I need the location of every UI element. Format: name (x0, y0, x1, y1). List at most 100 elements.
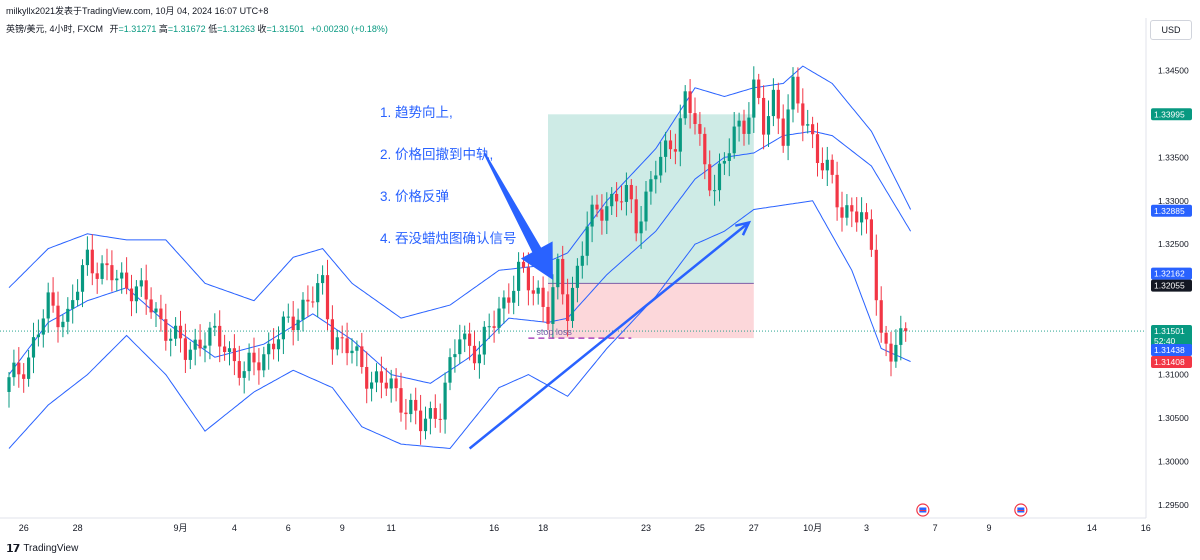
candle-body (860, 212, 864, 223)
candle-body (879, 300, 883, 333)
candle-body (570, 287, 575, 321)
candle-body (546, 306, 550, 324)
candle-body (41, 318, 45, 335)
candle-body (374, 371, 379, 383)
candle-body (575, 265, 579, 288)
candle-body (639, 221, 643, 234)
candle-body (717, 163, 722, 191)
candle-body (178, 325, 183, 339)
price-badge-label: 1.31501 (1154, 326, 1185, 336)
annotation-line-1: 1. 趋势向上, (380, 105, 453, 120)
change-value: +0.00230 (+0.18%) (310, 24, 388, 34)
candle-body (786, 109, 790, 146)
x-tick-label: 4 (232, 523, 237, 533)
candle-body (296, 319, 300, 331)
candle-body (61, 321, 65, 328)
candle-body (120, 272, 124, 279)
y-tick-label: 1.33500 (1158, 152, 1189, 162)
strategy-annotation: 1. 趋势向上, 2. 价格回撤到中轨, 3. 价格反弹 4. 吞没蜡烛图确认信… (380, 78, 517, 260)
pointer-arrow-icon (483, 152, 553, 280)
tradingview-logo-icon: 𝟭𝟳 (6, 543, 20, 555)
candle-body (840, 207, 844, 218)
candle-body (507, 297, 511, 303)
bollinger-lower-band (8, 200, 911, 450)
y-tick-label: 1.34500 (1158, 65, 1189, 75)
candle-body (276, 339, 281, 350)
candle-body (291, 316, 295, 331)
candle-body (311, 301, 315, 303)
candle-body (218, 325, 222, 347)
candle-body (864, 212, 869, 220)
candle-body (443, 382, 447, 420)
candle-body (708, 164, 712, 191)
candle-body (325, 275, 330, 320)
candle-body (521, 261, 526, 268)
price-badge (1151, 267, 1192, 280)
candle-body (673, 149, 677, 152)
symbol-name[interactable]: 英镑/美元, 4小时, FXCM (6, 24, 104, 34)
candle-body (806, 124, 810, 126)
candle-body (835, 174, 839, 208)
candle-body (766, 116, 771, 135)
brand-name: TradingView (23, 543, 79, 554)
candle-body (727, 153, 731, 161)
x-tick-label: 3 (864, 523, 869, 533)
tradingview-brand[interactable]: 𝟭𝟳 TradingView (6, 542, 78, 555)
candle-body (27, 357, 31, 379)
candle-body (659, 156, 663, 176)
candle-body (752, 79, 756, 118)
candle-body (453, 354, 457, 358)
price-badge (1151, 356, 1192, 369)
candle-body (703, 133, 707, 165)
candle-body (644, 191, 648, 222)
annotation-line-2: 2. 价格回撤到中轨, (380, 147, 494, 162)
candle-body (169, 338, 173, 341)
publish-line: milkyllx2021发表于TradingView.com, 10月 04, … (6, 6, 269, 16)
candle-body (610, 193, 614, 207)
candle-body (46, 292, 50, 319)
candle-body (330, 319, 334, 350)
y-tick-label: 1.31000 (1158, 370, 1189, 380)
candle-body (345, 338, 349, 354)
candle-body (159, 308, 163, 320)
candle-body (379, 371, 383, 383)
currency-button[interactable]: USD (1150, 20, 1192, 40)
candle-body (139, 280, 143, 287)
x-tick-label: 28 (73, 523, 83, 533)
candle-body (355, 346, 359, 351)
price-badge-label: 1.32885 (1154, 206, 1185, 216)
candle-body (629, 184, 633, 200)
price-badge-label: 1.31408 (1154, 357, 1185, 367)
candle-body (208, 327, 212, 346)
symbol-ohlc-line: 英镑/美元, 4小时, FXCM 开=1.31271 高=1.31672 低=1… (6, 22, 388, 35)
candle-body (713, 190, 717, 192)
candle-body (227, 348, 232, 353)
y-tick-label: 1.30000 (1158, 457, 1189, 467)
y-tick-label: 1.33000 (1158, 196, 1189, 206)
ohlc-values: 开=1.31271 高=1.31672 低=1.31263 收=1.31501 (109, 24, 305, 34)
candle-body (820, 163, 824, 171)
candle-body (7, 377, 11, 392)
candle-body (869, 219, 873, 250)
candle-body (487, 326, 491, 328)
candle-body (757, 79, 761, 98)
y-tick-label: 1.32500 (1158, 239, 1189, 249)
candle-body (585, 226, 589, 256)
candle-body (232, 348, 236, 362)
candle-body (365, 366, 369, 389)
candle-body (134, 286, 138, 302)
bollinger-upper-band (8, 65, 912, 319)
candle-body (115, 278, 119, 281)
price-badge (1151, 108, 1192, 121)
candle-body (605, 206, 609, 221)
candle-body (56, 305, 60, 328)
candle-body (262, 354, 266, 371)
candle-body (502, 297, 506, 309)
candle-body (51, 292, 55, 306)
price-badge-label: 1.32162 (1154, 269, 1185, 279)
candle-body (615, 193, 619, 202)
candle-body (492, 326, 496, 328)
candle-body (472, 345, 477, 364)
candle-body (654, 175, 658, 180)
